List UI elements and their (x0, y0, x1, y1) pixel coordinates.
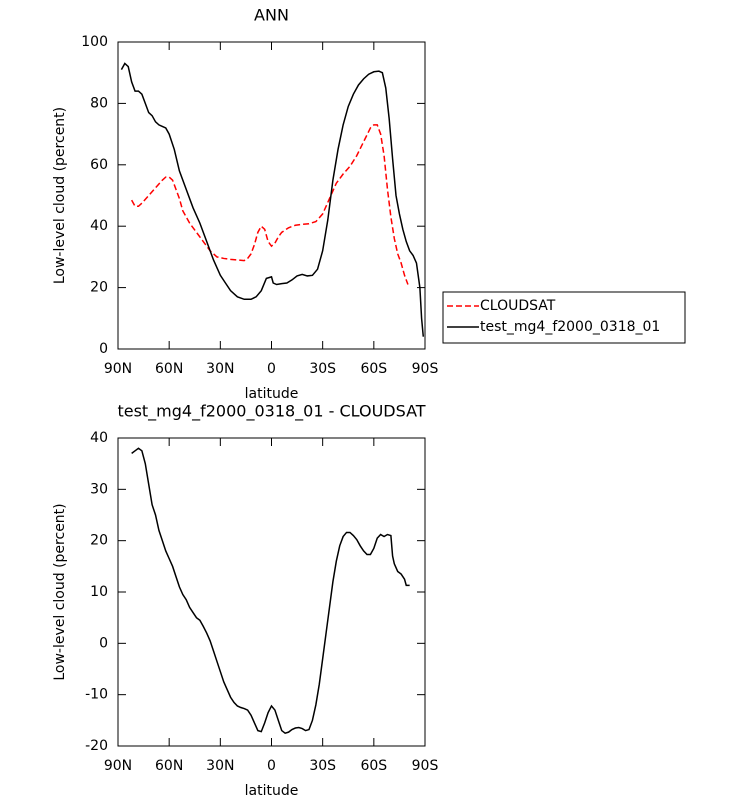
y-tick-label: 40 (90, 218, 108, 234)
y-axis-label: Low-level cloud (percent) (52, 107, 68, 284)
y-axis-label: Low-level cloud (percent) (52, 503, 68, 680)
x-axis-label: latitude (245, 783, 299, 799)
y-tick-label: 60 (90, 157, 108, 173)
x-tick-label: 30S (309, 361, 336, 377)
x-tick-label: 60N (155, 758, 183, 774)
y-tick-label: 80 (90, 95, 108, 111)
y-tick-label: 40 (90, 430, 108, 446)
x-tick-label: 0 (267, 758, 276, 774)
y-tick-label: 0 (99, 341, 108, 357)
x-tick-label: 90S (412, 758, 439, 774)
legend-label: test_mg4_f2000_0318_01 (480, 319, 660, 335)
legend-label: CLOUDSAT (480, 298, 556, 314)
x-tick-label: 60S (360, 361, 387, 377)
legend-box (442, 291, 686, 344)
data-line (131, 447, 410, 734)
chart-title: ANN (254, 6, 289, 25)
y-tick-label: -20 (85, 738, 108, 754)
x-tick-label: 60N (155, 361, 183, 377)
y-tick-label: 0 (99, 635, 108, 651)
y-tick-label: 20 (90, 280, 108, 296)
x-tick-label: 30N (206, 361, 234, 377)
x-tick-label: 90N (104, 758, 132, 774)
data-line (120, 62, 425, 337)
y-tick-label: 10 (90, 584, 108, 600)
x-tick-label: 90S (412, 361, 439, 377)
x-axis-label: latitude (245, 386, 299, 402)
data-line (130, 124, 409, 285)
x-tick-label: 60S (360, 758, 387, 774)
x-tick-label: 0 (267, 361, 276, 377)
x-tick-label: 30N (206, 758, 234, 774)
y-tick-label: 30 (90, 481, 108, 497)
y-tick-label: -10 (85, 687, 108, 703)
y-tick-label: 20 (90, 533, 108, 549)
chart-title: test_mg4_f2000_0318_01 - CLOUDSAT (117, 402, 425, 422)
plot-frame (117, 437, 426, 747)
y-tick-label: 100 (81, 34, 108, 50)
x-tick-label: 30S (309, 758, 336, 774)
plot-frame (117, 41, 426, 350)
x-tick-label: 90N (104, 361, 132, 377)
